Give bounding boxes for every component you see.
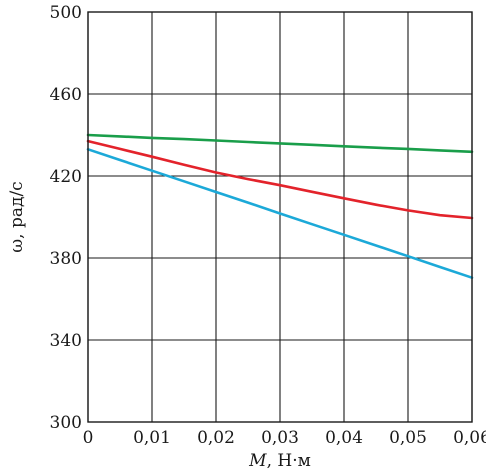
y-tick-label: 380 [50, 249, 82, 269]
x-tick-label: 0,06 [453, 428, 486, 448]
series-line-3 [86, 148, 474, 280]
series-line-2 [86, 139, 474, 220]
x-tick-label: 0,05 [389, 428, 427, 448]
x-tick-label: 0,04 [325, 428, 363, 448]
x-tick-label: 0,03 [261, 428, 299, 448]
y-tick-label: 500 [50, 3, 82, 23]
y-tick-label: 340 [50, 331, 82, 351]
y-tick-label: 420 [50, 167, 82, 187]
series-line-1 [86, 133, 474, 154]
x-tick-label: 0,02 [197, 428, 235, 448]
x-tick-label: 0 [83, 428, 94, 448]
series-layer [86, 133, 474, 280]
y-axis-label: ω, рад/с [7, 181, 27, 252]
grid [87, 11, 473, 423]
x-axis-symbol: M [248, 451, 267, 471]
y-tick-label: 300 [50, 413, 82, 433]
y-tick-label: 460 [50, 85, 82, 105]
plot-frame [87, 11, 473, 423]
y-tick-labels: 300 340 380 420 460 500 [50, 3, 82, 433]
x-tick-labels: 0 0,01 0,02 0,03 0,04 0,05 0,06 [83, 428, 486, 448]
x-axis-label: M, Н·м [248, 451, 311, 471]
x-tick-label: 0,01 [133, 428, 171, 448]
x-axis-unit: , Н·м [267, 451, 311, 471]
